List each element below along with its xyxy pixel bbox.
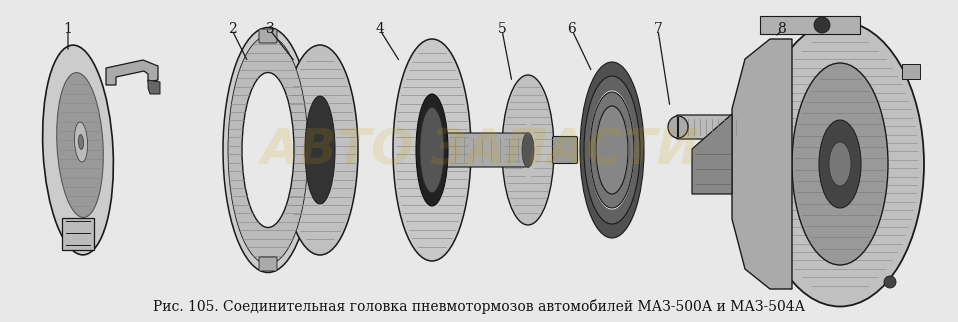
Polygon shape — [902, 64, 920, 79]
Ellipse shape — [242, 72, 294, 228]
Ellipse shape — [502, 75, 554, 225]
FancyBboxPatch shape — [553, 137, 578, 164]
Text: 1: 1 — [63, 22, 73, 36]
Text: АВТО ЗАПАСТИ: АВТО ЗАПАСТИ — [261, 126, 699, 174]
Text: 4: 4 — [376, 22, 384, 36]
Polygon shape — [732, 39, 792, 289]
Ellipse shape — [829, 142, 851, 186]
Ellipse shape — [819, 120, 861, 208]
Polygon shape — [692, 114, 732, 194]
Ellipse shape — [393, 39, 471, 261]
Polygon shape — [148, 80, 160, 94]
Text: 8: 8 — [778, 22, 787, 36]
Ellipse shape — [792, 63, 888, 265]
Ellipse shape — [223, 27, 313, 272]
Text: 6: 6 — [568, 22, 577, 36]
Ellipse shape — [668, 116, 688, 138]
Ellipse shape — [584, 76, 640, 224]
Ellipse shape — [420, 108, 444, 193]
Ellipse shape — [590, 92, 634, 208]
Polygon shape — [106, 60, 158, 85]
Circle shape — [884, 276, 896, 288]
Ellipse shape — [228, 36, 308, 264]
Text: 3: 3 — [265, 22, 274, 36]
Ellipse shape — [595, 106, 629, 194]
Ellipse shape — [589, 90, 635, 210]
Text: Рис. 105. Соединительная головка пневмотормозов автомобилей МАЗ-500А и МАЗ-504А: Рис. 105. Соединительная головка пневмот… — [153, 299, 805, 314]
Polygon shape — [62, 218, 94, 250]
Ellipse shape — [596, 106, 628, 194]
Ellipse shape — [75, 122, 87, 162]
FancyBboxPatch shape — [259, 29, 277, 43]
FancyBboxPatch shape — [676, 115, 748, 139]
Ellipse shape — [585, 76, 639, 224]
Text: 5: 5 — [497, 22, 507, 36]
Ellipse shape — [580, 62, 644, 238]
Ellipse shape — [42, 45, 113, 255]
Text: 7: 7 — [653, 22, 662, 36]
Text: 2: 2 — [228, 22, 237, 36]
FancyBboxPatch shape — [441, 133, 527, 167]
Ellipse shape — [79, 135, 83, 149]
Ellipse shape — [756, 22, 924, 307]
FancyBboxPatch shape — [259, 257, 277, 271]
Ellipse shape — [416, 94, 448, 206]
Ellipse shape — [282, 45, 358, 255]
Circle shape — [814, 17, 830, 33]
Ellipse shape — [57, 72, 103, 217]
Ellipse shape — [522, 132, 534, 167]
Polygon shape — [760, 16, 860, 34]
Ellipse shape — [305, 96, 335, 204]
